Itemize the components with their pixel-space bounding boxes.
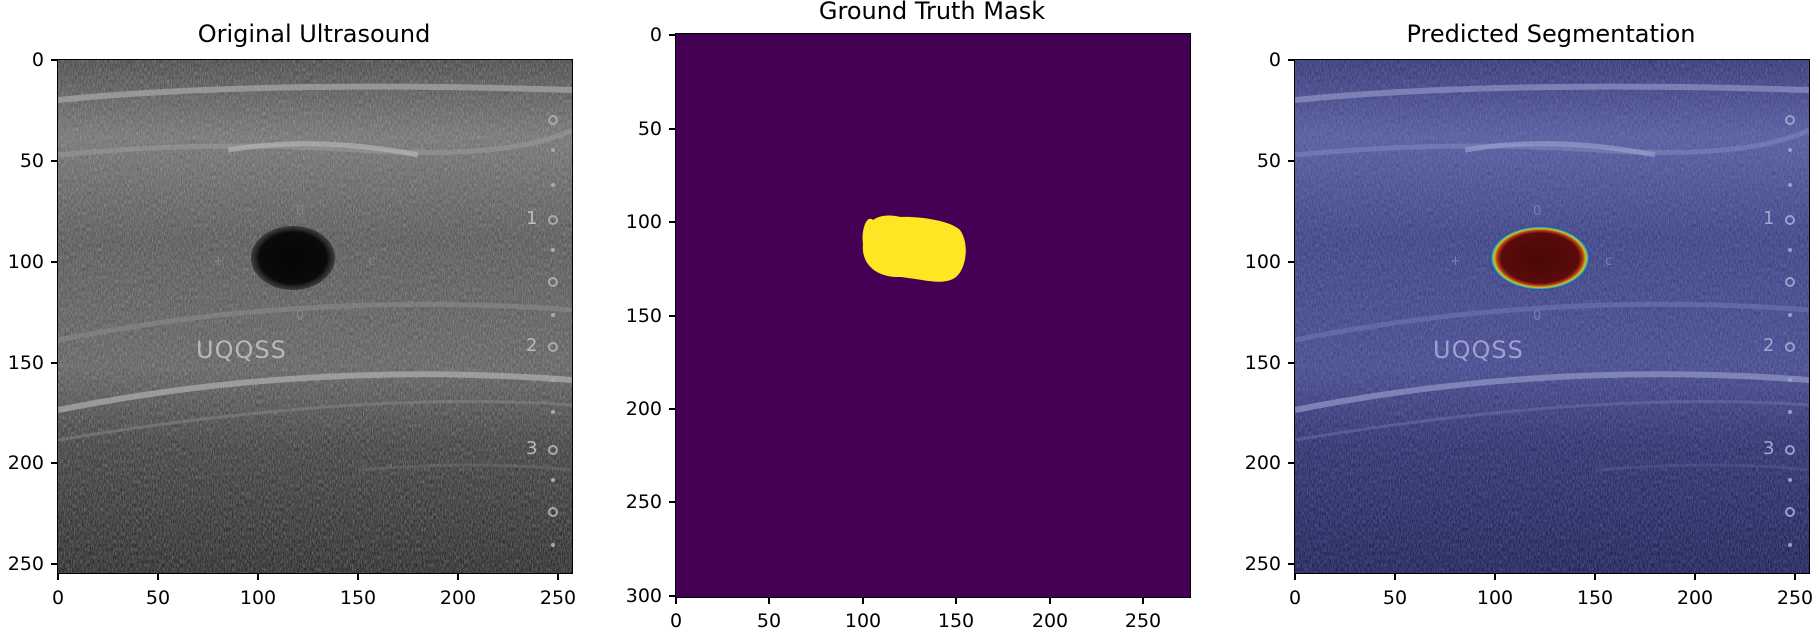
panel1-ytick: 50 <box>19 150 44 172</box>
panel1-xtick: 200 <box>439 587 477 609</box>
prediction-svg: 0 0 + c <box>1295 60 1809 573</box>
panel3-ytick: 200 <box>1244 452 1281 474</box>
svg-text:+: + <box>213 254 224 269</box>
panel2-ytick: 100 <box>625 211 662 233</box>
panel2-xtick: 200 <box>1031 610 1069 632</box>
panel1-ytick: 0 <box>31 49 44 71</box>
panel2-xtick: 250 <box>1124 610 1162 632</box>
ultrasound-image-svg: 0 0 + c <box>58 60 572 573</box>
panel3-title: Predicted Segmentation <box>1406 20 1696 48</box>
panel2-xtick: 150 <box>937 610 975 632</box>
panel1-xtick: 0 <box>51 587 65 609</box>
panel2-ytick: 250 <box>625 491 662 513</box>
panel1-ytick: 250 <box>7 553 44 575</box>
scale-mark-1: 1 <box>526 208 538 229</box>
panel1-xtick: 50 <box>145 587 171 609</box>
panel3-xtick: 50 <box>1382 587 1408 609</box>
panel1-xtick: 100 <box>239 587 277 609</box>
prediction-watermark: UQQSS <box>1433 336 1524 364</box>
scale-mark-2: 2 <box>1763 335 1775 356</box>
panel3-xtick: 150 <box>1576 587 1614 609</box>
panel1-ytick: 200 <box>7 452 44 474</box>
svg-text:c: c <box>368 254 375 269</box>
scale-mark-2: 2 <box>526 335 538 356</box>
panel3-ytick: 150 <box>1244 352 1281 374</box>
panel2-xtick: 0 <box>669 610 683 632</box>
svg-text:+: + <box>1450 254 1461 269</box>
ground-truth-mask <box>675 33 1191 598</box>
panel1-xtick: 150 <box>339 587 377 609</box>
panel3-ytick: 0 <box>1268 49 1281 71</box>
panel2-xtick: 100 <box>844 610 882 632</box>
panel3-xtick: 200 <box>1676 587 1714 609</box>
panel3-ytick: 50 <box>1256 150 1281 172</box>
scale-mark-3: 3 <box>1763 438 1775 459</box>
panel3-xtick: 0 <box>1288 587 1302 609</box>
ultrasound-watermark: UQQSS <box>196 336 287 364</box>
panel2-ytick: 150 <box>625 305 662 327</box>
panel3-ytick: 250 <box>1244 553 1281 575</box>
svg-text:0: 0 <box>1533 309 1541 324</box>
scale-mark-1: 1 <box>1763 208 1775 229</box>
panel1-title: Original Ultrasound <box>197 20 431 48</box>
ultrasound-image: 0 0 + c UQQSS 1 2 3 <box>57 59 573 574</box>
panel2-ytick: 0 <box>649 24 662 46</box>
panel3-xtick: 100 <box>1476 587 1514 609</box>
predicted-segmentation-image: 0 0 + c UQQSS 1 2 3 <box>1294 59 1810 574</box>
panel1-xtick: 250 <box>539 587 577 609</box>
panel2-ytick: 300 <box>625 585 662 607</box>
panel1-ytick: 100 <box>7 251 44 273</box>
panel3-xtick: 250 <box>1776 587 1814 609</box>
svg-text:0: 0 <box>296 309 304 324</box>
mask-svg <box>862 215 966 282</box>
panel2-ytick: 50 <box>637 118 662 140</box>
svg-text:c: c <box>1605 254 1612 269</box>
panel3-ytick: 100 <box>1244 251 1281 273</box>
panel2-title: Ground Truth Mask <box>818 0 1046 25</box>
svg-text:0: 0 <box>296 204 304 219</box>
panel1-ytick: 150 <box>7 352 44 374</box>
panel2-ytick: 200 <box>625 398 662 420</box>
svg-text:0: 0 <box>1533 204 1541 219</box>
scale-mark-3: 3 <box>526 438 538 459</box>
panel2-xtick: 50 <box>756 610 782 632</box>
